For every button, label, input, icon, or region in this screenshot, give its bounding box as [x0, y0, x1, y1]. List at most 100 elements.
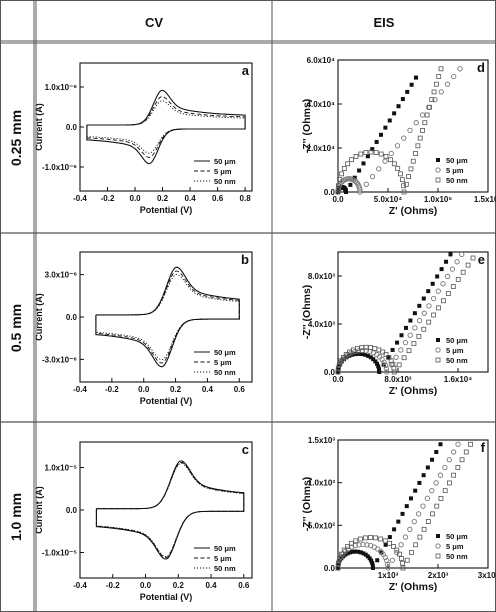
- x-tick-label: 0.4: [185, 194, 197, 203]
- data-point: [417, 304, 421, 308]
- series-line: [96, 274, 239, 359]
- x-tick-label: -0.2: [101, 194, 115, 203]
- data-point: [436, 289, 440, 293]
- data-point: [379, 152, 383, 156]
- panel-label: a: [242, 63, 250, 78]
- data-point: [402, 136, 406, 140]
- data-point: [377, 167, 381, 171]
- legend-label: 5 μm: [214, 358, 232, 367]
- data-point: [407, 175, 411, 179]
- series-points: [336, 67, 462, 195]
- data-point: [388, 119, 392, 123]
- data-point: [390, 558, 394, 562]
- data-point: [431, 296, 435, 300]
- data-point: [357, 169, 361, 173]
- data-point: [445, 82, 449, 86]
- data-point: [456, 465, 460, 469]
- data-point: [436, 348, 440, 352]
- panel-label: e: [478, 252, 485, 267]
- data-point: [426, 465, 430, 469]
- data-point: [363, 536, 367, 540]
- data-point: [401, 512, 405, 516]
- data-point: [425, 496, 429, 500]
- data-point: [397, 363, 401, 367]
- data-point: [444, 260, 448, 264]
- data-point: [392, 111, 396, 115]
- y-tick-label: 3.0x10⁻⁶: [45, 271, 78, 280]
- x-tick-label: -0.2: [106, 581, 120, 590]
- data-point: [408, 128, 412, 132]
- y-tick-label: 0.0: [324, 564, 336, 573]
- data-point: [388, 158, 392, 162]
- data-point: [375, 140, 379, 144]
- data-point: [354, 539, 358, 543]
- data-point: [383, 159, 387, 163]
- data-point: [436, 168, 440, 172]
- data-point: [362, 161, 366, 165]
- y-axis-label: -Z'' (Ohms): [301, 285, 313, 340]
- x-tick-label: 0.0: [140, 581, 152, 590]
- data-point: [417, 318, 421, 322]
- data-point: [421, 128, 425, 132]
- data-point: [439, 442, 443, 446]
- data-point: [413, 326, 417, 330]
- y-tick-label: 0.0: [66, 313, 78, 322]
- data-point: [435, 504, 439, 508]
- data-point: [422, 311, 426, 315]
- x-tick-label: 1x10³: [378, 571, 399, 580]
- chart-panel-e: 0.08.0x10³1.6x10⁴0.04.0x10³8.0x10³Z' (Oh…: [301, 252, 488, 397]
- y-tick-label: 1.0x10⁻⁶: [45, 83, 78, 92]
- data-point: [397, 104, 401, 108]
- data-point: [374, 536, 378, 540]
- data-point: [436, 544, 440, 548]
- legend-label: 50 μm: [446, 336, 468, 345]
- data-point: [409, 551, 413, 555]
- data-point: [398, 172, 402, 176]
- data-point: [384, 154, 388, 158]
- legend-label: 50 nm: [446, 176, 468, 185]
- y-axis-label: Current (A): [34, 486, 44, 534]
- data-point: [460, 458, 464, 462]
- data-point: [441, 299, 445, 303]
- data-point: [422, 473, 426, 477]
- data-point: [400, 178, 404, 182]
- data-point: [439, 496, 443, 500]
- x-tick-label: 0.0: [138, 385, 150, 394]
- x-tick-label: 0.2: [157, 194, 169, 203]
- data-point: [461, 270, 465, 274]
- legend-label: 5 μm: [214, 167, 232, 176]
- x-tick-label: 0.2: [173, 581, 185, 590]
- series-line: [87, 101, 245, 153]
- x-tick-label: 3x10³: [478, 571, 496, 580]
- y-tick-label: 0.0: [324, 188, 336, 197]
- y-tick-label: 0.0: [66, 506, 78, 515]
- x-tick-label: 2x10³: [428, 571, 449, 580]
- chart-panel-f: 1x10³2x10³3x10³0.05.0x10²1.0x10³1.5x10³Z…: [301, 436, 496, 593]
- legend-label: 50 nm: [214, 177, 236, 186]
- data-point: [464, 450, 468, 454]
- y-tick-label: -3.0x10⁻⁶: [42, 355, 77, 364]
- data-point: [404, 326, 408, 330]
- data-point: [430, 458, 434, 462]
- data-point: [403, 535, 407, 539]
- legend-label: 50 μm: [214, 348, 236, 357]
- data-point: [402, 356, 406, 360]
- data-point: [447, 458, 451, 462]
- panel-label: b: [241, 252, 249, 267]
- legend-label: 50 nm: [214, 564, 236, 573]
- data-point: [425, 113, 429, 117]
- data-point: [405, 558, 409, 562]
- series-line: [87, 90, 245, 163]
- data-point: [422, 327, 426, 331]
- data-point: [455, 260, 459, 264]
- panels: -0.4-0.20.00.20.40.60.8-1.0x10⁻⁶0.01.0x1…: [34, 56, 496, 602]
- data-point: [399, 557, 403, 561]
- y-tick-label: 8.0x10³: [308, 272, 335, 281]
- legend-label: 50 μm: [446, 532, 468, 541]
- data-point: [430, 488, 434, 492]
- legend-label: 5 μm: [214, 554, 232, 563]
- data-point: [439, 90, 443, 94]
- data-point: [358, 537, 362, 541]
- data-point: [405, 90, 409, 94]
- data-point: [399, 348, 403, 352]
